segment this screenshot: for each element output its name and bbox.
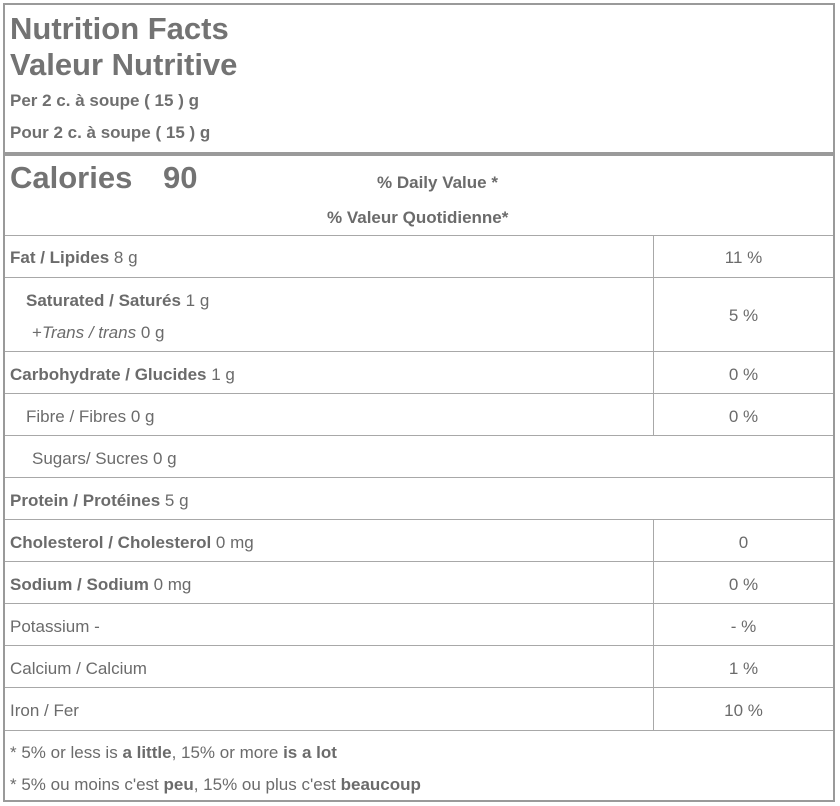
nutrient-label: Carbohydrate / Glucides [10,365,207,384]
footnote-emphasis: peu [163,775,194,794]
nutrient-amount: 1 g [206,365,235,384]
trans-amount: 0 g [136,323,165,342]
nutrient-row-potassium: Potassium - - % [5,603,833,645]
nutrient-amount: 0 mg [148,575,192,594]
trans-prefix: + [32,323,42,342]
nutrient-name: Potassium - [10,617,100,636]
footnote-text: , 15% ou plus c'est [193,775,341,794]
daily-value: 1 % [728,659,759,678]
calories-section: Calories 90 % Daily Value * % Valeur Quo… [5,156,833,235]
daily-value-cell: 5 % [653,278,833,351]
nutrient-name: Calcium / Calcium [10,659,147,678]
trans-fat-line: +Trans / trans 0 g [32,323,164,343]
daily-value: 0 % [728,365,759,384]
daily-value-cell: 1 % [653,646,833,687]
nutrient-label: Protein / Protéines [10,491,161,510]
calories-value: 90 [163,160,198,195]
nutrient-label: Cholesterol / Cholesterol [10,533,212,552]
nutrition-facts-table: Nutrition Facts Valeur Nutritive Per 2 c… [3,3,835,802]
footnote: * 5% or less is a little, 15% or more is… [5,730,833,804]
nutrient-row-cholesterol: Cholesterol / Cholesterol 0 mg 0 [5,519,833,561]
nutrient-row-carbohydrate: Carbohydrate / Glucides 1 g 0 % [5,351,833,393]
nutrient-name: Sugars/ Sucres 0 g [32,449,177,468]
nutrient-row-fat: Fat / Lipides 8 g 11 % [5,235,833,277]
footnote-emphasis: is a lot [283,743,337,762]
serving-size-french: Pour 2 c. à soupe ( 15 ) g [10,123,211,142]
title-english: Nutrition Facts [10,11,229,46]
daily-value: 0 % [728,575,759,594]
nutrient-name: Fat / Lipides 8 g [10,248,138,268]
nutrient-amount: 0 mg [211,533,254,552]
footnote-text: , 15% or more [171,743,284,762]
daily-value-cell: 11 % [653,236,833,277]
nutrient-row-calcium: Calcium / Calcium 1 % [5,645,833,687]
footnote-text: * 5% ou moins c'est [10,775,164,794]
nutrient-name: Carbohydrate / Glucides 1 g [10,365,235,385]
nutrient-amount: 1 g [180,291,210,310]
nutrient-row-saturated-trans: Saturated / Saturés 1 g +Trans / trans 0… [5,277,833,351]
footnote-emphasis: beaucoup [340,775,421,794]
nutrient-row-sodium: Sodium / Sodium 0 mg 0 % [5,561,833,603]
daily-value-cell: 0 [653,520,833,561]
nutrient-amount: 5 g [160,491,189,510]
nutrient-row-fibre: Fibre / Fibres 0 g 0 % [5,393,833,435]
nutrient-name: Saturated / Saturés 1 g [26,291,209,311]
footnote-text: * 5% or less is [10,743,123,762]
nutrient-amount: 8 g [109,248,138,267]
nutrient-name: Cholesterol / Cholesterol 0 mg [10,533,254,553]
serving-size-english: Per 2 c. à soupe ( 15 ) g [10,91,199,110]
nutrient-name: Iron / Fer [10,701,79,720]
daily-value-cell: 0 % [653,562,833,603]
calories-label: Calories [10,160,133,195]
nutrient-label: Fat / Lipides [10,248,110,267]
title-french: Valeur Nutritive [10,47,238,82]
nutrient-label: Saturated / Saturés [26,291,181,310]
daily-value-cell: 10 % [653,688,833,730]
daily-value-cell: 0 % [653,394,833,435]
daily-value: 11 % [724,248,763,267]
daily-value: 0 % [728,407,759,426]
footnote-emphasis: a little [122,743,172,762]
daily-value: 0 [738,533,749,552]
thick-divider [5,152,833,156]
nutrient-name: Protein / Protéines 5 g [10,491,189,511]
daily-value-cell: 0 % [653,352,833,393]
footnote-french: * 5% ou moins c'est peu, 15% ou plus c'e… [10,775,421,795]
footnote-english: * 5% or less is a little, 15% or more is… [10,743,337,763]
daily-value-heading-french: % Valeur Quotidienne* [327,208,509,227]
nutrient-label: Sodium / Sodium [10,575,149,594]
label-header: Nutrition Facts Valeur Nutritive Per 2 c… [5,5,833,153]
daily-value: 10 % [724,701,763,720]
nutrient-name: Fibre / Fibres 0 g [26,407,155,426]
trans-label: Trans / trans [41,323,137,342]
nutrient-row-protein: Protein / Protéines 5 g [5,477,833,519]
daily-value: 5 % [728,306,759,325]
nutrient-name: Sodium / Sodium 0 mg [10,575,191,595]
nutrient-row-sugars: Sugars/ Sucres 0 g [5,435,833,477]
nutrient-row-iron: Iron / Fer 10 % [5,687,833,730]
daily-value-cell: - % [653,604,833,645]
daily-value-heading-english: % Daily Value * [377,173,498,192]
daily-value: - % [730,617,757,636]
